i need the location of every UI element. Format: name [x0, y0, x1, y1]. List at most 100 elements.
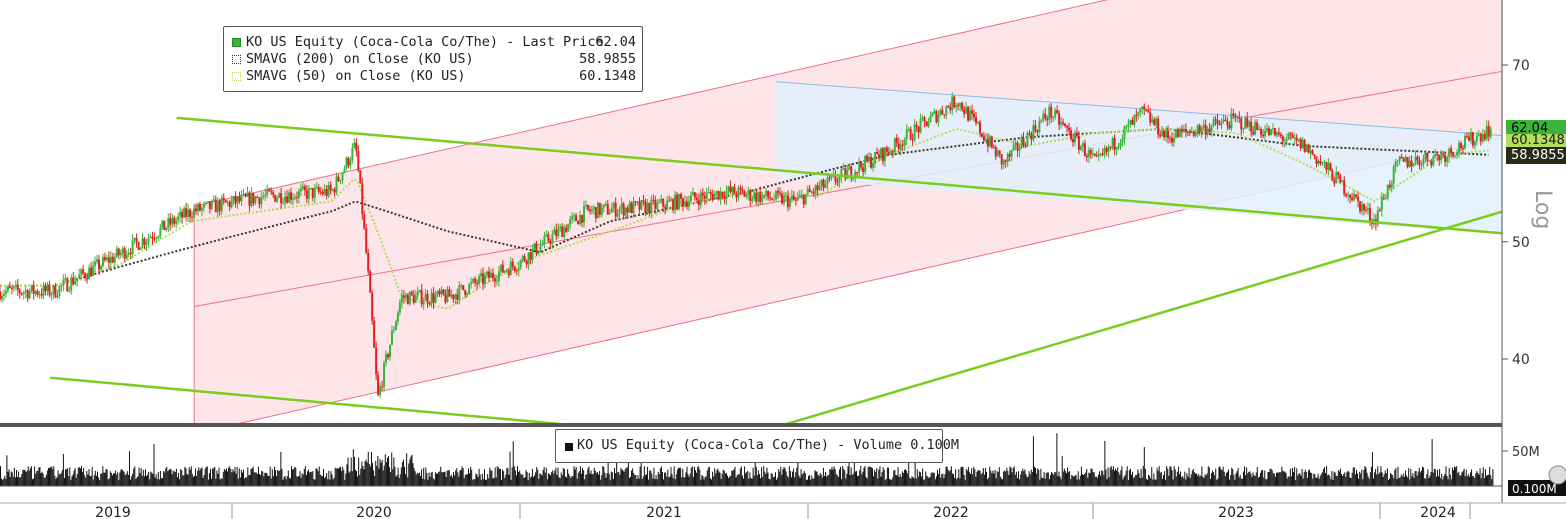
volume-bar-405	[431, 471, 433, 486]
candle-body-241	[476, 282, 479, 285]
candle-body-733	[1450, 148, 1453, 153]
volume-bar-60	[63, 477, 65, 486]
volume-bar-1312	[1398, 478, 1400, 486]
volume-bar-331	[352, 449, 354, 486]
volume-bar-745	[794, 477, 796, 486]
volume-bar-789	[841, 479, 843, 486]
candle-body-544	[1075, 132, 1078, 136]
candle-body-620	[1226, 121, 1229, 126]
candle-body-250	[493, 278, 496, 282]
volume-bar-1069	[1139, 478, 1141, 486]
volume-bar-1214	[1294, 467, 1296, 486]
volume-bar-156	[166, 466, 168, 486]
volume-bar-1122	[1196, 473, 1198, 486]
volume-bar-538	[573, 466, 575, 486]
volume-bar-289	[308, 469, 310, 486]
volume-bar-1310	[1396, 479, 1398, 486]
volume-bar-677	[721, 473, 723, 486]
candle-body-188	[371, 292, 374, 321]
volume-bar-976	[1040, 468, 1042, 486]
candle-body-564	[1115, 146, 1118, 150]
volume-bar-1341	[1429, 475, 1431, 486]
volume-bar-442	[471, 469, 473, 486]
volume-bar-632	[673, 466, 675, 486]
volume-bar-400	[426, 473, 428, 486]
volume-bar-1179	[1256, 467, 1258, 486]
volume-bar-82	[87, 474, 89, 486]
volume-bar-752	[801, 474, 803, 486]
candle-body-81	[159, 227, 162, 236]
volume-bar-807	[860, 466, 862, 486]
volume-bar-290	[309, 472, 311, 486]
x-tick-label-2023: 2023	[1218, 505, 1254, 519]
volume-bar-45	[47, 467, 49, 486]
volume-bar-731	[779, 471, 781, 486]
candle-body-39	[76, 278, 79, 281]
volume-bar-1024	[1091, 468, 1093, 486]
candle-body-677	[1339, 174, 1342, 183]
volume-bar-1227	[1307, 470, 1309, 486]
candle-body-702	[1388, 184, 1391, 188]
volume-bar-304	[324, 478, 326, 486]
volume-bar-902	[961, 466, 963, 486]
candle-body-253	[499, 264, 502, 272]
volume-bar-602	[641, 478, 643, 486]
volume-bar-341	[363, 469, 365, 486]
candle-body-399	[788, 198, 791, 208]
volume-bar-741	[789, 470, 791, 486]
volume-bar-445	[474, 479, 476, 486]
candle-body-407	[804, 194, 807, 205]
candle-body-58	[113, 256, 116, 263]
volume-bar-151	[160, 478, 162, 486]
volume-bar-685	[730, 475, 732, 486]
candle-body-507	[1002, 160, 1005, 165]
volume-bar-1337	[1425, 478, 1427, 486]
volume-bar-625	[666, 476, 668, 486]
candle-body-133	[262, 196, 265, 198]
volume-bar-294	[313, 479, 315, 486]
volume-bar-1032	[1100, 475, 1102, 486]
volume-bar-1135	[1209, 478, 1211, 486]
volume-bar-1091	[1162, 474, 1164, 486]
candle-body-426	[842, 168, 845, 170]
volume-bar-481	[512, 441, 514, 486]
candle-body-445	[879, 148, 882, 159]
candle-body-127	[250, 192, 253, 206]
volume-bar-640	[682, 468, 684, 486]
volume-bar-36	[38, 467, 40, 486]
candle-body-276	[545, 234, 548, 237]
candle-body-30	[58, 286, 61, 297]
volume-bar-876	[933, 473, 935, 486]
volume-bar-210	[223, 468, 225, 486]
candle-body-552	[1091, 153, 1094, 155]
candle-body-474	[937, 115, 940, 123]
volume-bar-800	[852, 473, 854, 486]
candle-body-469	[927, 122, 930, 127]
volume-bar-68	[72, 474, 74, 486]
candle-body-574	[1135, 115, 1138, 117]
volume-bar-269	[286, 476, 288, 486]
candle-body-434	[858, 162, 861, 173]
volume-bar-1144	[1219, 466, 1221, 486]
volume-bar-1290	[1375, 468, 1377, 486]
volume-bar-1256	[1338, 471, 1340, 486]
candle-body-362	[715, 190, 718, 194]
volume-bar-586	[624, 469, 626, 486]
volume-bar-799	[851, 474, 853, 486]
volume-bar-28	[29, 468, 31, 486]
volume-bar-729	[777, 477, 779, 486]
volume-bar-1089	[1160, 471, 1162, 486]
volume-bar-41	[43, 477, 45, 486]
candle-body-613	[1212, 119, 1215, 126]
candle-body-293	[579, 214, 582, 225]
volume-bar-1097	[1169, 466, 1171, 486]
volume-bar-500	[532, 477, 534, 486]
volume-bar-514	[547, 473, 549, 486]
candle-body-49	[96, 259, 99, 262]
candle-body-245	[484, 275, 487, 284]
volume-bar-1003	[1069, 471, 1071, 486]
volume-bar-165	[175, 468, 177, 486]
candle-body-499	[986, 138, 989, 147]
volume-bar-232	[247, 467, 249, 486]
candle-body-700	[1384, 198, 1387, 200]
